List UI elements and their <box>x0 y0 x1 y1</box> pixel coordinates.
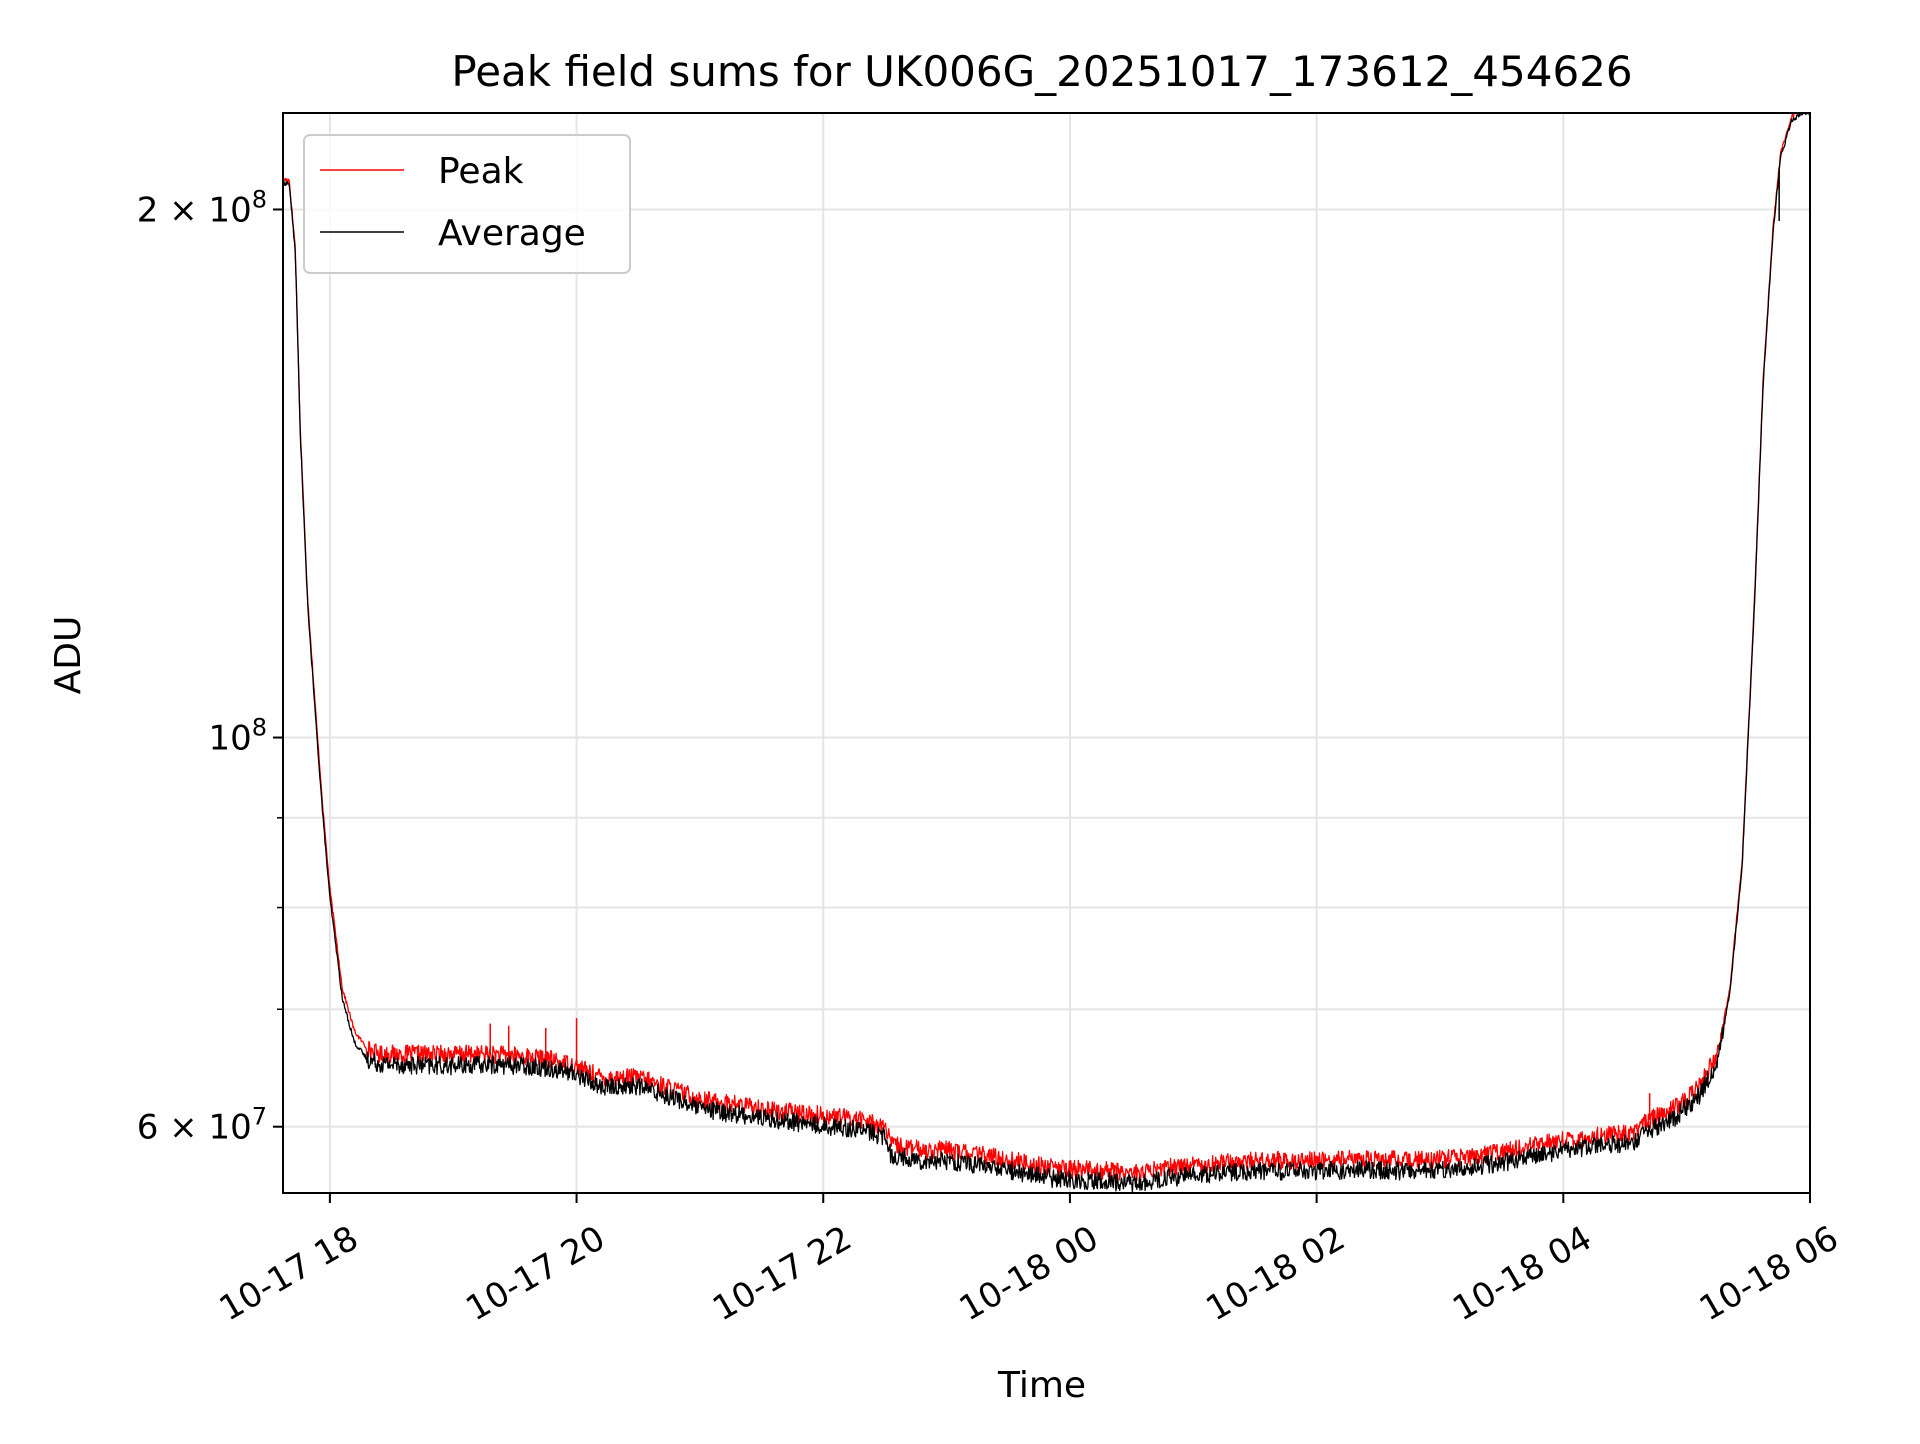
y-axis-label: ADU <box>48 616 89 695</box>
y-tick-label: 6 × 107 <box>137 1103 267 1148</box>
y-tick-label: 2 × 108 <box>137 185 267 230</box>
legend-average-label: Average <box>438 213 586 254</box>
grid-layer <box>283 113 1811 1193</box>
legend: Peak Average <box>303 134 631 274</box>
series-layer <box>283 113 1810 1193</box>
legend-peak-label: Peak <box>438 151 524 192</box>
plot-frame <box>282 112 1811 1194</box>
y-tick-label: 108 <box>208 714 267 759</box>
series-line-average <box>283 113 1810 1193</box>
chart-title: Peak field sums for UK006G_20251017_1736… <box>451 47 1632 96</box>
x-axis-label: Time <box>997 1365 1086 1406</box>
